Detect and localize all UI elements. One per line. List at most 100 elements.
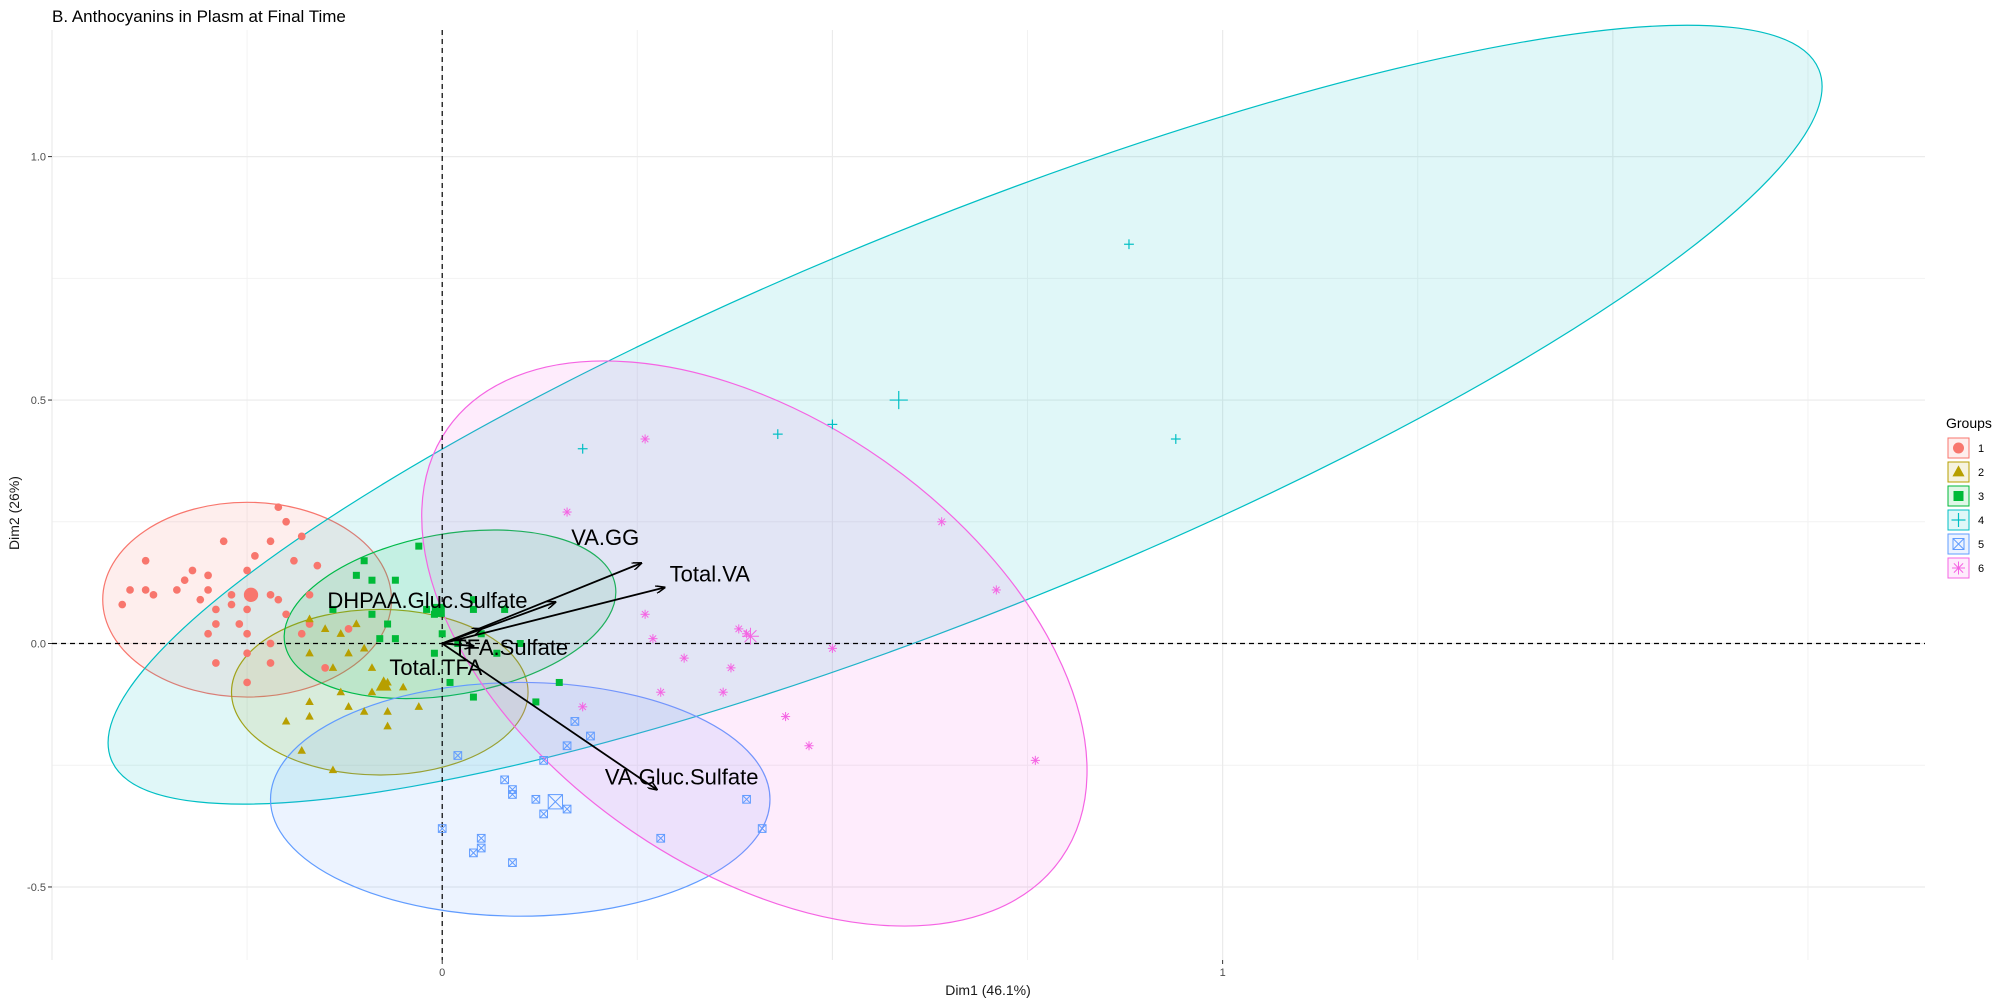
data-point-group-2 bbox=[383, 707, 392, 715]
variable-arrow-va-gluc-sulfate bbox=[441, 642, 657, 790]
data-point-group-1 bbox=[344, 625, 353, 633]
confidence-ellipse-group-5 bbox=[269, 681, 771, 917]
data-point-group-5 bbox=[476, 843, 486, 853]
axis-ticks: 0 1 -0.5 0.0 0.5 1.0 bbox=[27, 152, 1226, 979]
data-point-group-5 bbox=[508, 858, 517, 867]
legend-symbol-4 bbox=[1951, 513, 1966, 527]
centroid-group-5 bbox=[547, 794, 564, 810]
y-tick-label: 0.5 bbox=[31, 395, 46, 407]
data-point-group-6 bbox=[640, 434, 650, 444]
data-point-group-1 bbox=[266, 537, 275, 546]
data-point-group-1 bbox=[243, 605, 251, 614]
confidence-ellipse-group-3 bbox=[283, 529, 617, 700]
legend-item-6: 6 bbox=[1947, 557, 1984, 579]
data-point-group-1 bbox=[212, 605, 220, 614]
data-point-group-2 bbox=[344, 648, 353, 657]
data-point-group-1 bbox=[212, 659, 220, 667]
data-point-group-3 bbox=[423, 605, 431, 613]
series-group-2 bbox=[281, 614, 424, 774]
data-point-group-1 bbox=[243, 678, 251, 687]
data-point-group-4 bbox=[577, 443, 588, 454]
data-point-group-3 bbox=[555, 678, 563, 686]
data-point-group-3 bbox=[469, 596, 477, 604]
y-tick-label: 1.0 bbox=[31, 152, 46, 164]
data-point-group-2 bbox=[328, 663, 338, 671]
data-point-group-5 bbox=[539, 809, 549, 819]
data-point-group-1 bbox=[274, 595, 283, 604]
data-point-group-1 bbox=[274, 503, 283, 512]
data-point-group-6 bbox=[781, 711, 791, 722]
series-group-6 bbox=[562, 434, 1040, 765]
data-point-group-6 bbox=[937, 517, 947, 527]
data-point-group-1 bbox=[141, 586, 150, 594]
data-point-group-5 bbox=[562, 804, 572, 814]
data-point-group-5 bbox=[757, 824, 767, 833]
chart-title: B. Anthocyanins in Plasm at Final Time bbox=[52, 7, 346, 26]
data-point-group-1 bbox=[266, 659, 275, 667]
y-tick-label: 0.0 bbox=[31, 639, 46, 651]
reference-lines bbox=[52, 30, 1925, 960]
data-point-group-3 bbox=[368, 610, 376, 618]
legend-symbol-2 bbox=[1952, 465, 1965, 477]
data-point-group-2 bbox=[305, 711, 314, 720]
data-point-group-1 bbox=[305, 590, 314, 599]
centroid-group-6 bbox=[742, 627, 759, 645]
data-point-group-2 bbox=[367, 663, 377, 671]
legend-title: Groups bbox=[1946, 415, 1992, 431]
legend-symbol-6 bbox=[1952, 561, 1965, 575]
data-point-group-6 bbox=[734, 624, 744, 634]
legend: Groups 1 2 3 4 5 6 bbox=[1946, 415, 1992, 579]
data-point-group-4 bbox=[1124, 239, 1134, 250]
centroid-group-3 bbox=[431, 603, 445, 617]
data-point-group-2 bbox=[336, 687, 345, 696]
variable-label-dhpaa-gluc-sulfate: DHPAA.Gluc.Sulfate bbox=[327, 588, 527, 613]
data-point-group-5 bbox=[742, 794, 751, 804]
data-point-group-4 bbox=[827, 419, 838, 430]
variable-label-va-gluc-sulfate: VA.Gluc.Sulfate bbox=[605, 765, 759, 790]
data-point-group-3 bbox=[469, 605, 477, 613]
data-point-group-1 bbox=[204, 586, 212, 594]
data-point-group-3 bbox=[352, 571, 360, 579]
data-point-group-4 bbox=[772, 429, 783, 440]
data-point-group-1 bbox=[313, 561, 322, 570]
legend-symbol-3 bbox=[1953, 491, 1964, 501]
variable-arrows: VA.GGTotal.VADHPAA.Gluc.SulfateTFA.Sulfa… bbox=[327, 525, 758, 789]
data-point-group-1 bbox=[297, 532, 306, 541]
data-point-group-1 bbox=[204, 571, 212, 580]
data-point-group-6 bbox=[726, 663, 736, 673]
legend-item-2: 2 bbox=[1947, 461, 1984, 483]
data-point-group-1 bbox=[282, 610, 290, 619]
data-point-group-6 bbox=[991, 585, 1001, 595]
data-point-group-3 bbox=[516, 640, 524, 648]
legend-label: 5 bbox=[1978, 539, 1984, 551]
data-point-group-1 bbox=[227, 600, 236, 609]
legend-symbol-5 bbox=[1952, 538, 1965, 550]
data-point-group-5 bbox=[476, 833, 486, 843]
data-point-group-2 bbox=[359, 707, 369, 715]
centroid-group-4 bbox=[889, 390, 908, 410]
data-point-group-6 bbox=[648, 634, 658, 644]
data-point-group-3 bbox=[368, 576, 376, 584]
data-point-group-2 bbox=[367, 687, 377, 696]
data-point-group-5 bbox=[437, 824, 447, 833]
data-point-group-2 bbox=[305, 614, 314, 623]
y-tick-label: -0.5 bbox=[27, 882, 46, 894]
data-point-group-6 bbox=[1030, 755, 1040, 765]
data-point-group-5 bbox=[586, 731, 595, 741]
data-point-group-2 bbox=[297, 746, 306, 754]
data-point-group-2 bbox=[383, 721, 392, 730]
data-point-group-5 bbox=[562, 741, 572, 751]
legend-label: 6 bbox=[1978, 563, 1984, 575]
data-point-group-5 bbox=[539, 756, 549, 765]
data-point-group-2 bbox=[328, 765, 338, 774]
data-point-group-2 bbox=[336, 629, 345, 637]
x-tick-label: 0 bbox=[439, 967, 445, 979]
data-point-group-6 bbox=[562, 507, 572, 517]
variable-label-va-gg: VA.GG bbox=[571, 525, 639, 550]
data-point-group-5 bbox=[656, 833, 666, 843]
data-point-group-1 bbox=[188, 566, 197, 575]
data-point-group-5 bbox=[570, 717, 580, 726]
data-point-group-2 bbox=[398, 682, 408, 691]
data-point-group-1 bbox=[235, 620, 244, 628]
